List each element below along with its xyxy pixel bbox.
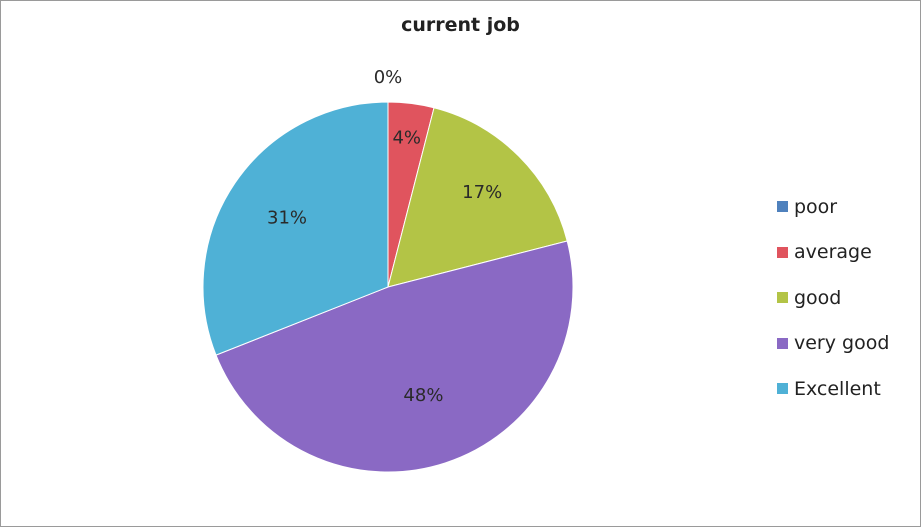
legend-swatch-very-good	[777, 337, 788, 349]
data-label-good: 17%	[462, 182, 502, 203]
data-label-excellent: 31%	[267, 207, 307, 228]
data-label-poor: 0%	[374, 67, 403, 88]
pie-slice-excellent	[202, 101, 389, 356]
data-label-average: 4%	[392, 127, 421, 148]
legend-swatch-good	[777, 292, 788, 304]
data-label-very-good: 48%	[403, 385, 443, 406]
pie-slice-good	[387, 107, 568, 288]
legend-label-excellent: Excellent	[794, 377, 881, 400]
legend-item-average: average	[777, 230, 889, 276]
pie-slice-very-good	[215, 240, 574, 473]
legend-swatch-average	[777, 246, 788, 258]
legend-swatch-excellent	[777, 383, 788, 395]
legend-item-poor: poor	[777, 184, 889, 230]
legend-label-poor: poor	[794, 195, 838, 218]
legend-item-good: good	[777, 275, 889, 321]
legend-label-good: good	[794, 286, 842, 309]
legend-item-excellent: Excellent	[777, 366, 889, 412]
chart-title: current job	[401, 14, 520, 36]
legend: poor average good very good Excellent	[777, 184, 889, 412]
legend-swatch-poor	[777, 201, 788, 213]
legend-label-very-good: very good	[794, 332, 890, 355]
legend-item-very-good: very good	[777, 321, 889, 367]
legend-label-average: average	[794, 241, 872, 264]
